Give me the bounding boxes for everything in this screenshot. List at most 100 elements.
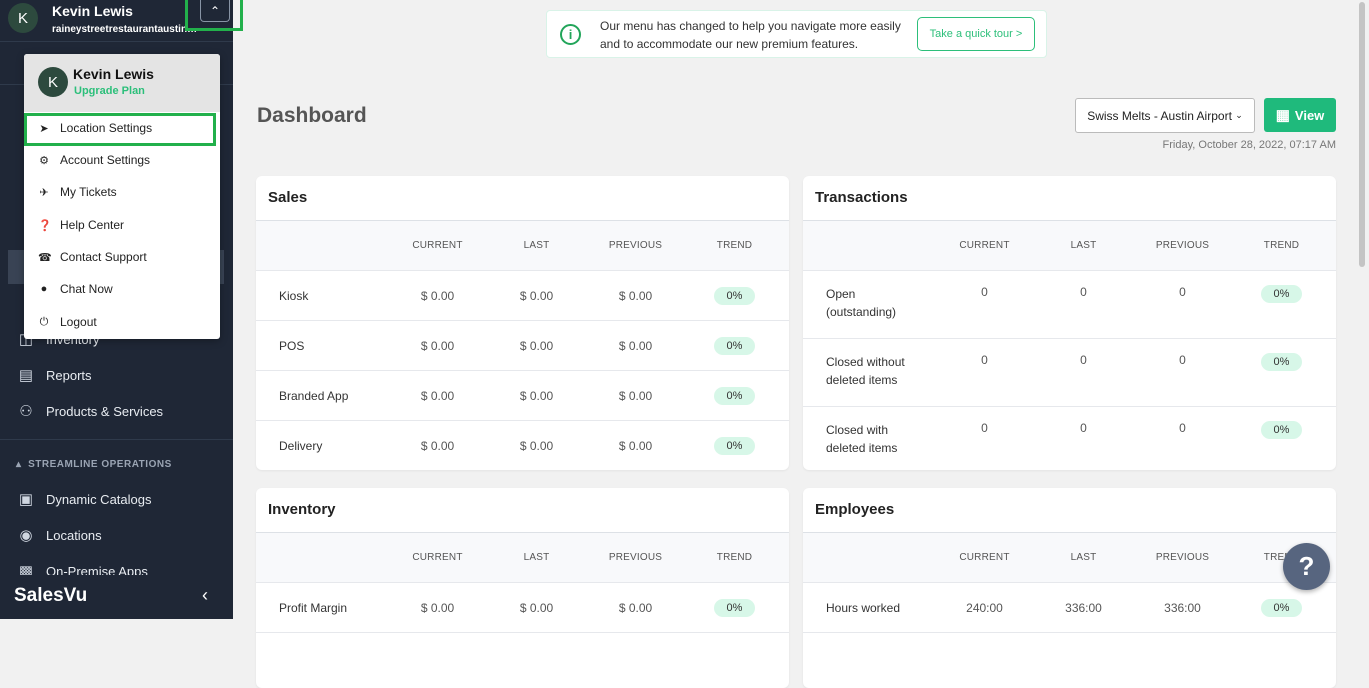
chevron-up-icon: ⌃ — [200, 0, 230, 22]
location-select-value: Swiss Melts - Austin Airport — [1087, 108, 1232, 123]
column-header: TREND — [716, 552, 753, 563]
row-value: 0 — [1179, 285, 1186, 299]
column-header: PREVIOUS — [608, 552, 663, 563]
row-value: 0 — [1080, 285, 1087, 299]
column-header: PREVIOUS — [1155, 552, 1210, 563]
question-circle-icon: ❓ — [38, 219, 52, 232]
menu-item-help-center[interactable]: ❓ Help Center — [38, 218, 124, 232]
table-row: Closed without deleted items 0 0 0 0% — [803, 339, 1336, 407]
menu-change-banner: i Our menu has changed to help you navig… — [546, 10, 1047, 58]
column-header: CURRENT — [412, 552, 463, 563]
help-button[interactable]: ? — [1283, 543, 1330, 590]
trend-badge: 0% — [714, 598, 755, 617]
column-header: CURRENT — [412, 240, 463, 251]
chat-bubble-icon: ● — [40, 283, 48, 295]
row-value: $ 0.00 — [420, 600, 455, 615]
navigation-arrow-icon: ➤ — [39, 122, 49, 135]
row-value: $ 0.00 — [420, 338, 455, 353]
column-header: PREVIOUS — [608, 240, 663, 251]
menu-item-label: Contact Support — [60, 250, 147, 264]
quick-tour-button[interactable]: Take a quick tour > — [917, 17, 1035, 51]
table-row: Open (outstanding) 0 0 0 0% — [803, 271, 1336, 339]
trend-badge: 0% — [714, 386, 755, 405]
row-label: Kiosk — [279, 288, 309, 303]
column-header: PREVIOUS — [1155, 240, 1210, 251]
table-row: Profit Margin $ 0.00 $ 0.00 $ 0.00 0% — [256, 583, 789, 633]
grid-icon: ▦ — [1275, 107, 1290, 124]
row-value: 0 — [981, 421, 988, 435]
menu-item-logout[interactable]: ⏻ Logout — [38, 315, 97, 329]
avatar: K — [8, 3, 38, 33]
user-menu-toggle-button[interactable]: ⌃ — [185, 0, 243, 31]
row-value: $ 0.00 — [420, 388, 455, 403]
row-value: $ 0.00 — [519, 288, 554, 303]
row-value: $ 0.00 — [618, 600, 653, 615]
scrollbar-thumb[interactable] — [1359, 2, 1365, 267]
divider — [0, 439, 233, 440]
column-header: TREND — [1263, 552, 1300, 563]
menu-item-label: Location Settings — [60, 121, 153, 135]
row-label: Closed without deleted items — [826, 355, 905, 387]
row-value: $ 0.00 — [519, 438, 554, 453]
table-row: Hours worked 240:00 336:00 336:00 0% — [803, 583, 1336, 633]
column-header: TREND — [1263, 240, 1300, 251]
row-value: $ 0.00 — [618, 388, 653, 403]
sidebar-item-label: Products & Services — [46, 403, 164, 419]
row-label: Closed with deleted items — [826, 423, 898, 455]
banner-text: Our menu has changed to help you navigat… — [600, 19, 901, 51]
location-select[interactable]: Swiss Melts - Austin Airport ⌄ — [1075, 98, 1255, 133]
menu-item-my-tickets[interactable]: ✈ My Tickets — [38, 185, 116, 199]
sidebar-item-products-services[interactable]: ⚇ Products & Services — [16, 402, 163, 420]
sidebar-item-dynamic-catalogs[interactable]: ▣ Dynamic Catalogs — [16, 490, 152, 508]
trend-badge: 0% — [714, 286, 755, 305]
sales-card: Sales CURRENT LAST PREVIOUS TREND Kiosk $ 0.00… — [256, 176, 789, 470]
menu-item-contact-support[interactable]: ☎ Contact Support — [38, 250, 147, 264]
menu-item-account-settings[interactable]: ⚙ Account Settings — [38, 153, 150, 167]
section-streamline-operations[interactable]: ▴ STREAMLINE OPERATIONS — [16, 459, 172, 470]
table-row: POS $ 0.00 $ 0.00 $ 0.00 0% — [256, 321, 789, 371]
trend-badge: 0% — [714, 436, 755, 455]
column-header-row: CURRENT LAST PREVIOUS TREND — [803, 221, 1336, 271]
menu-item-location-settings[interactable]: ➤ Location Settings — [38, 121, 152, 135]
highlight-box — [24, 113, 216, 146]
phone-icon: ☎ — [38, 251, 52, 264]
row-label: POS — [279, 338, 305, 353]
inventory-card: Inventory CURRENT LAST PREVIOUS TREND Profit … — [256, 488, 789, 688]
sidebar-user-header[interactable]: K Kevin Lewis raineystreetrestaurantaust… — [0, 0, 233, 42]
gear-icon: ⚙ — [39, 154, 49, 167]
row-value: $ 0.00 — [618, 338, 653, 353]
row-label: Branded App — [279, 388, 349, 403]
ticket-icon: ✈ — [39, 186, 49, 199]
row-value: 0 — [1080, 421, 1087, 435]
menu-user-name: Kevin Lewis — [73, 66, 154, 82]
products-icon: ⚇ — [19, 403, 33, 420]
row-value: 0 — [981, 285, 988, 299]
row-value: 0 — [1080, 353, 1087, 367]
row-value: 0 — [1179, 421, 1186, 435]
card-title: Transactions — [803, 176, 1336, 221]
sidebar-item-label: Dynamic Catalogs — [46, 491, 152, 507]
catalog-icon: ▣ — [18, 491, 34, 508]
power-icon: ⏻ — [39, 315, 49, 328]
column-header: CURRENT — [959, 240, 1010, 251]
trend-badge: 0% — [1261, 285, 1302, 303]
row-value: $ 0.00 — [519, 600, 554, 615]
upgrade-plan-link[interactable]: Upgrade Plan — [74, 85, 145, 97]
column-header: LAST — [1070, 240, 1097, 251]
column-header: TREND — [716, 240, 753, 251]
card-title: Sales — [256, 176, 789, 221]
menu-user-header: K Kevin Lewis Upgrade Plan — [24, 54, 220, 112]
sidebar-item-reports[interactable]: ▤ Reports — [16, 366, 92, 384]
sidebar-item-locations[interactable]: ◉ Locations — [16, 526, 101, 544]
trend-badge: 0% — [1261, 598, 1302, 617]
scrollbar[interactable] — [1356, 0, 1369, 619]
view-button[interactable]: ▦ View — [1264, 98, 1336, 132]
column-header-row: CURRENT LAST PREVIOUS TREND — [256, 221, 789, 271]
user-dropdown-menu: K Kevin Lewis Upgrade Plan ➤ Location Set… — [24, 54, 220, 339]
column-header-row: CURRENT LAST PREVIOUS TREND — [256, 533, 789, 583]
table-row: Kiosk $ 0.00 $ 0.00 $ 0.00 0% — [256, 271, 789, 321]
collapse-sidebar-chevron-left-icon[interactable]: ‹ — [202, 585, 208, 605]
row-value: 336:00 — [1164, 600, 1201, 615]
account-name: raineystreetrestaurantaustin@... — [52, 24, 204, 35]
menu-item-chat-now[interactable]: ● Chat Now — [38, 282, 113, 296]
